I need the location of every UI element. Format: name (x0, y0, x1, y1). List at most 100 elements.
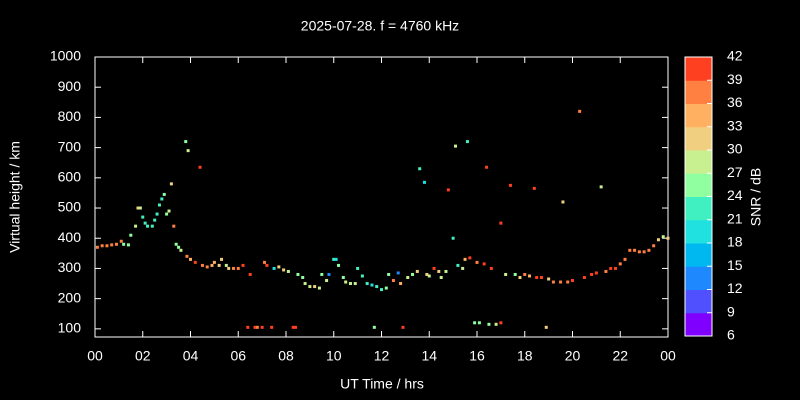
point (561, 200, 565, 204)
y-tick-label: 500 (58, 199, 82, 215)
colorbar-tick-label: 42 (727, 48, 743, 64)
x-tick-label: 12 (374, 348, 390, 364)
point (623, 257, 627, 261)
point (165, 212, 169, 216)
point (454, 144, 458, 148)
point (475, 260, 479, 264)
point (661, 235, 665, 239)
point (590, 272, 594, 276)
x-tick-label: 14 (421, 348, 437, 364)
colorbar-band (685, 173, 712, 197)
point (375, 285, 379, 289)
y-tick-label: 900 (58, 78, 82, 94)
y-tick-label: 600 (58, 169, 82, 185)
y-tick-label: 300 (58, 259, 82, 275)
point (155, 212, 159, 216)
point (642, 250, 646, 254)
point (337, 263, 341, 267)
point (582, 275, 586, 279)
point (172, 224, 176, 228)
colorbar-band (685, 150, 712, 174)
x-tick-label: 16 (469, 348, 485, 364)
point (463, 257, 467, 261)
point (418, 167, 422, 171)
point (380, 288, 383, 292)
x-tick-label: 02 (135, 348, 151, 364)
point (126, 243, 130, 247)
point (246, 325, 250, 329)
colorbar-band (685, 289, 712, 314)
point (255, 325, 259, 329)
colorbar-band (685, 219, 712, 244)
point (499, 221, 503, 225)
point (138, 206, 142, 210)
point (432, 266, 436, 270)
point (224, 263, 228, 267)
point (544, 325, 548, 329)
point (360, 274, 364, 278)
colorbar-tick-label: 15 (727, 257, 743, 273)
point (437, 269, 441, 273)
point (399, 282, 403, 286)
point (332, 257, 336, 261)
x-tick-label: 18 (517, 348, 533, 364)
point (110, 243, 114, 247)
point (504, 272, 508, 276)
point (365, 282, 369, 286)
point (174, 242, 178, 246)
y-tick-label: 800 (58, 108, 82, 124)
x-axis-label: UT Time / hrs (340, 376, 424, 392)
point (205, 265, 209, 269)
point (535, 275, 539, 279)
point (270, 325, 274, 329)
point (260, 325, 264, 329)
colorbar-tick-label: 21 (727, 210, 743, 226)
point (119, 239, 123, 243)
point (160, 197, 164, 201)
point (153, 218, 157, 222)
x-tick-label: 00 (660, 348, 676, 364)
point (193, 260, 197, 264)
point (370, 283, 374, 287)
x-tick-label: 00 (87, 348, 103, 364)
point (136, 206, 140, 210)
point (513, 272, 517, 276)
point (179, 248, 183, 252)
x-tick-label: 20 (565, 348, 581, 364)
point (146, 224, 150, 228)
point (303, 282, 307, 286)
colorbar-band (685, 196, 712, 221)
point (248, 272, 252, 276)
point (220, 257, 224, 261)
point (547, 277, 551, 281)
point (571, 279, 574, 283)
point (647, 248, 651, 252)
colorbar-band (685, 266, 712, 290)
point (129, 233, 133, 237)
point (633, 248, 637, 252)
colorbar-tick-label: 12 (727, 280, 743, 296)
point (396, 271, 400, 275)
point (327, 272, 331, 276)
point (439, 275, 443, 279)
point (122, 242, 126, 246)
point (372, 325, 376, 329)
point (473, 321, 477, 325)
colorbar-band (685, 126, 712, 151)
colorbar-tick-label: 18 (727, 234, 743, 250)
point (282, 268, 286, 272)
point (341, 275, 345, 279)
point (387, 272, 391, 276)
point (231, 266, 235, 270)
colorbar-tick-label: 33 (727, 117, 743, 133)
colorbar-tick-label: 27 (727, 164, 743, 180)
point (532, 186, 536, 190)
point (253, 325, 257, 329)
point (451, 236, 455, 240)
point (444, 269, 448, 273)
point (411, 272, 415, 276)
y-tick-label: 700 (58, 138, 82, 154)
point (485, 165, 489, 169)
point (189, 257, 192, 261)
